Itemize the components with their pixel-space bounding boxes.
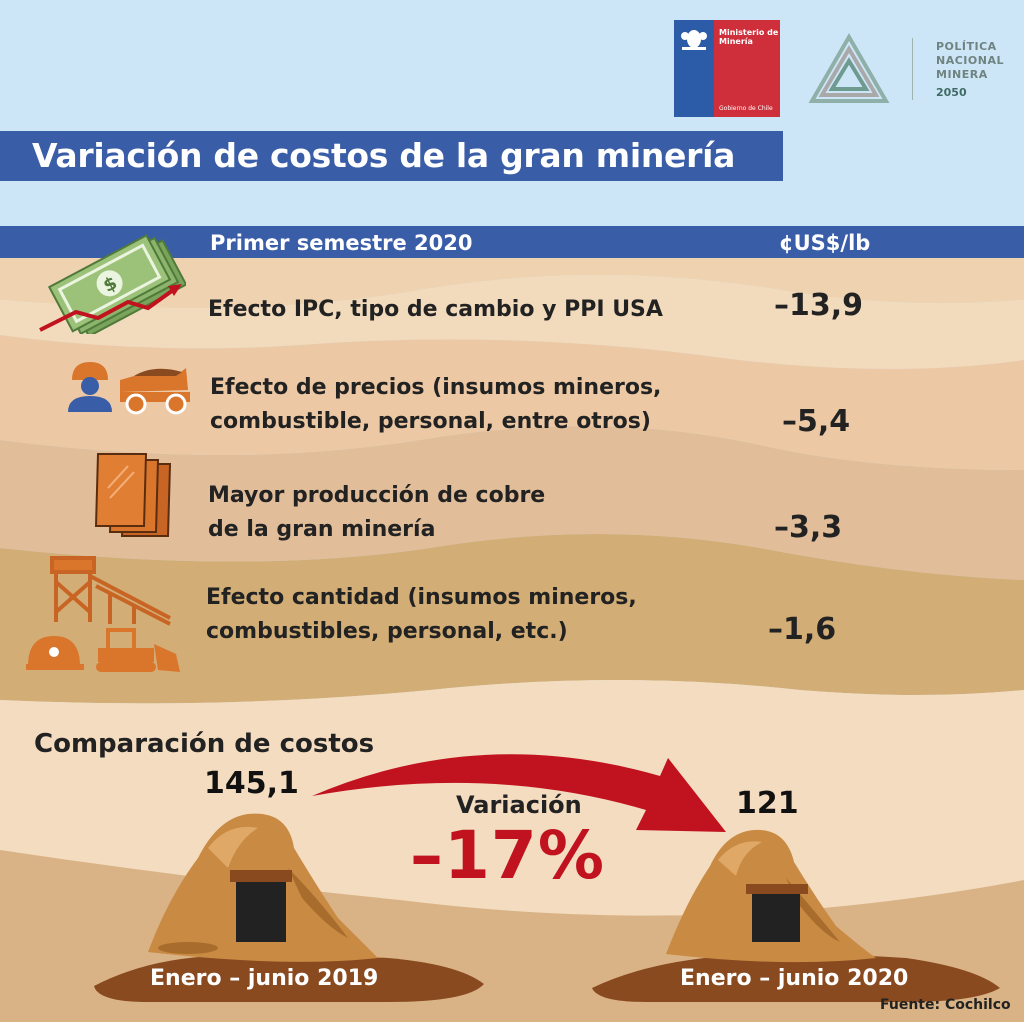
comparison-title: Comparación de costos	[34, 729, 375, 759]
row-1-value: –13,9	[774, 288, 864, 323]
coat-of-arms-icon	[681, 30, 707, 50]
cost-before-value: 145,1	[204, 766, 299, 801]
row-1-label: Efecto IPC, tipo de cambio y PPI USA	[208, 297, 663, 322]
variation-arrow-icon	[312, 754, 726, 832]
variation-label: Variación	[456, 791, 582, 819]
copper-plates-icon	[94, 453, 172, 537]
logo-divider	[912, 38, 913, 100]
row-4-label-line2: combustibles, personal, etc.)	[206, 619, 568, 644]
title-bar	[0, 131, 783, 181]
row-3-label-line2: de la gran minería	[208, 517, 436, 542]
mine-equipment-icon	[26, 556, 180, 672]
table-header-unit: ¢US$/lb	[779, 231, 871, 255]
mine-2019-icon	[94, 813, 484, 1002]
row-2-label-line1: Efecto de precios (insumos mineros,	[210, 375, 662, 400]
row-4-value: –1,6	[768, 612, 837, 647]
row-4-label-line1: Efecto cantidad (insumos mineros,	[206, 585, 637, 610]
gobierno-logo-ministry: Ministerio de Minería	[719, 28, 779, 46]
row-2-value: –5,4	[782, 404, 851, 439]
source-note: Fuente: Cochilco	[880, 997, 1011, 1013]
politica-minera-logo-icon	[808, 33, 890, 103]
page-title: Variación de costos de la gran minería	[32, 136, 736, 175]
gobierno-logo-red	[714, 20, 780, 117]
period-2020-label: Enero – junio 2020	[680, 966, 909, 991]
gobierno-logo-government: Gobierno de Chile	[719, 105, 773, 112]
period-2019-label: Enero – junio 2019	[150, 966, 379, 991]
table-header-label: Primer semestre 2020	[210, 231, 473, 255]
variation-value: –17%	[410, 817, 605, 894]
cost-after-value: 121	[736, 786, 799, 821]
row-2-label-line2: combustible, personal, entre otros)	[210, 409, 651, 434]
table-header-bar	[0, 226, 1024, 258]
row-3-label-line1: Mayor producción de cobre	[208, 483, 546, 508]
mine-2020-icon	[592, 829, 1000, 1002]
row-3-value: –3,3	[774, 510, 843, 545]
worker-truck-icon	[68, 362, 190, 415]
politica-minera-text: POLÍTICA NACIONAL MINERA	[936, 40, 1004, 81]
money-chart-icon: $	[39, 234, 186, 334]
politica-minera-year: 2050	[936, 86, 967, 99]
